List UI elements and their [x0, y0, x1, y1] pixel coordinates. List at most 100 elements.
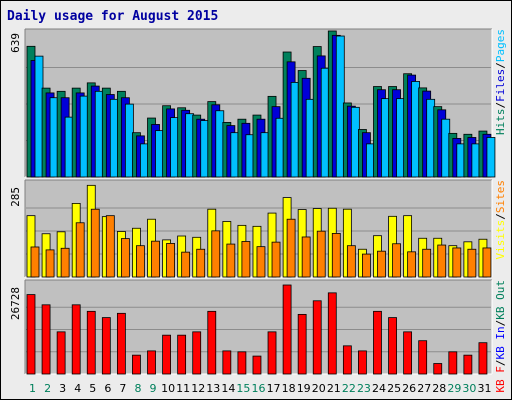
legend-entry: KB F: [494, 366, 507, 393]
day-label: 20: [312, 382, 326, 395]
panel-3-bar-kb-f: [162, 334, 171, 375]
legend-entry: Visits: [494, 220, 507, 260]
panel-2-bar-sites: [271, 241, 281, 278]
panel-2-bar-sites: [196, 248, 206, 278]
panel-2-bar-sites: [120, 238, 130, 278]
panel-2-bar-sites: [256, 246, 266, 278]
panel-1-legend: Hits/Files/Pages: [494, 29, 507, 135]
panel-3-bar-kb-f: [222, 350, 232, 375]
day-label: 22: [342, 382, 356, 395]
legend-entry: /: [494, 102, 507, 109]
day-label: 25: [387, 382, 401, 395]
panel-2-bar-sites: [241, 241, 251, 278]
panel-3-bar-kb-f: [282, 284, 292, 375]
panel-2-bar-sites: [30, 246, 40, 278]
legend-entry: Hits: [494, 109, 507, 136]
chart-title: Daily usage for August 2015: [7, 9, 218, 24]
day-label: 19: [297, 382, 311, 395]
panel-3-bar-kb-f: [132, 354, 141, 375]
day-label: 30: [462, 382, 476, 395]
panel-3-bar-kb-f: [147, 350, 156, 375]
panel-2-bar-sites: [377, 250, 386, 278]
day-label: 12: [191, 382, 205, 395]
legend-entry: Sites: [494, 180, 507, 213]
panel-2-bar-sites: [226, 243, 236, 278]
day-label: 23: [357, 382, 371, 395]
day-label: 2: [44, 382, 51, 395]
legend-entry: KB In: [494, 326, 507, 359]
panel-2-legend: Visits/Sites: [494, 180, 507, 260]
panel-3-bar-kb-f: [448, 351, 458, 375]
day-label: 29: [447, 382, 461, 395]
panel-3-bar-kb-f: [86, 310, 96, 375]
day-label: 13: [206, 382, 220, 395]
panel-3-bar-kb-f: [267, 331, 277, 375]
day-label: 28: [432, 382, 446, 395]
panel-2-bar-sites: [482, 247, 492, 278]
panel-3-bar-kb-f: [192, 331, 202, 375]
panel-2-bar-sites: [392, 243, 401, 278]
panel-3-bar-kb-f: [26, 294, 36, 375]
panel-3-bar-kb-f: [463, 354, 473, 375]
day-label: 4: [74, 382, 81, 395]
panel-2-bar-sites: [407, 251, 417, 278]
panel-3-bar-kb-f: [373, 310, 382, 375]
panel-3-bar-kb-f: [252, 355, 262, 375]
day-label: 26: [402, 382, 416, 395]
panel-3-bar-kb-f: [403, 331, 413, 375]
panel-2-bar-sites: [105, 215, 115, 278]
day-label: 6: [104, 382, 111, 395]
panel-1-ymax-label: 639: [9, 33, 22, 53]
panel-2-bar-sites: [90, 208, 100, 278]
panel-3-bar-kb-f: [327, 292, 337, 375]
panel-3-bar-kb-f: [41, 304, 51, 375]
panel-2-bar-sites: [362, 253, 371, 278]
panel-3-legend: KB F/KB In/KB Out: [494, 280, 507, 393]
panel-3-bar-kb-f: [478, 342, 488, 375]
day-label: 14: [221, 382, 235, 395]
day-label: 24: [372, 382, 386, 395]
day-label: 5: [89, 382, 96, 395]
panel-2-bar-sites: [316, 230, 326, 278]
panel-2-bar-sites: [301, 236, 311, 278]
panel-3-bar-kb-f: [312, 300, 322, 375]
legend-entry: /: [494, 62, 507, 69]
day-label: 10: [161, 382, 175, 395]
panel-2-bar-sites: [181, 251, 191, 278]
panel-2-bar-sites: [452, 247, 462, 278]
panel-2-bar-sites: [467, 248, 477, 278]
panel-2-bar-sites: [346, 245, 356, 278]
day-label: 15: [236, 382, 250, 395]
panel-3-ymax-label: 26728: [9, 287, 22, 320]
panel-3-bar-kb-f: [207, 310, 217, 375]
panel-2-bar-sites: [151, 240, 160, 278]
day-label: 31: [477, 382, 491, 395]
panel-2-bar-sites: [166, 243, 175, 278]
day-label: 16: [252, 382, 266, 395]
panel-3-bar-kb-f: [418, 340, 428, 375]
panel-2-bar-sites: [437, 244, 447, 278]
panel-3-bar-kb-f: [433, 363, 443, 375]
day-label: 27: [417, 382, 431, 395]
panel-2-bar-sites: [286, 218, 296, 278]
panel-2-bar-sites: [331, 233, 341, 278]
day-label: 7: [119, 382, 126, 395]
day-label: 9: [150, 382, 157, 395]
legend-entry: KB Out: [494, 280, 507, 320]
panel-3-bar-kb-f: [177, 334, 187, 375]
legend-entry: /: [494, 360, 507, 367]
day-label: 17: [267, 382, 281, 395]
panel-3-bar-kb-f: [388, 317, 397, 375]
legend-entry: Pages: [494, 29, 507, 62]
panel-1-bar-pages: [486, 137, 496, 178]
day-label: 3: [59, 382, 66, 395]
panel-3-bar-kb-f: [101, 317, 111, 375]
day-label: 18: [282, 382, 296, 395]
legend-entry: Files: [494, 69, 507, 102]
day-label: 21: [327, 382, 341, 395]
day-label: 8: [134, 382, 141, 395]
panel-2-ymax-label: 285: [9, 187, 22, 207]
day-label: 11: [176, 382, 190, 395]
